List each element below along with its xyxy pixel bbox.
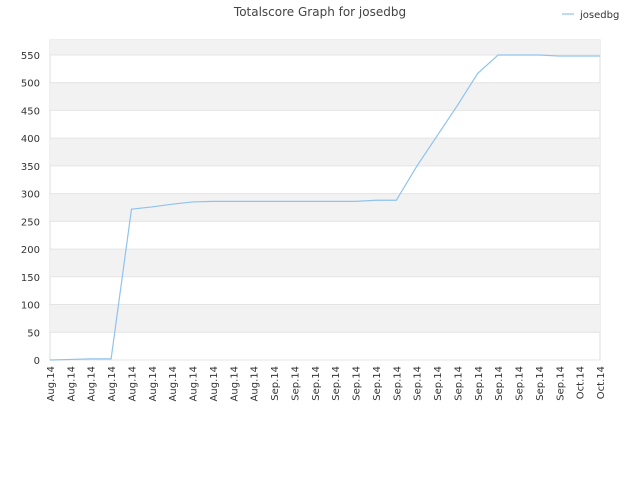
- x-tick-label: Sep.14: [311, 366, 322, 401]
- line-series: [49, 54, 600, 361]
- x-tick-label: Aug.14: [250, 366, 261, 401]
- y-tick-label: 550: [21, 51, 40, 62]
- x-tick-label: Sep.14: [555, 366, 566, 401]
- y-tick-label: 400: [21, 134, 40, 145]
- x-tick-label: Aug.14: [148, 366, 159, 401]
- grid-band: [50, 82, 600, 111]
- x-tick-label: Sep.14: [270, 366, 281, 401]
- legend-label: josedbg: [579, 10, 619, 21]
- x-tick-label: Aug.14: [107, 366, 118, 401]
- x-tick-label: Aug.14: [168, 366, 179, 401]
- grid-band: [50, 193, 600, 222]
- x-tick-label: Sep.14: [352, 366, 363, 401]
- grid-band: [50, 138, 600, 166]
- y-tick-label: 150: [21, 273, 40, 284]
- x-tick-label: Oct.14: [596, 366, 607, 399]
- y-tick-label: 300: [21, 190, 40, 201]
- grid-band: [50, 40, 600, 55]
- y-tick-label: 350: [21, 162, 40, 173]
- x-tick-label: Aug.14: [66, 366, 77, 401]
- y-tick-label: 250: [21, 217, 40, 228]
- x-tick-label: Oct.14: [576, 366, 587, 399]
- x-tick-label: Sep.14: [413, 366, 424, 401]
- grid-band: [50, 304, 600, 333]
- y-tick-label: 450: [21, 106, 40, 117]
- y-tick-label: 50: [27, 328, 40, 339]
- x-tick-label: Aug.14: [189, 366, 200, 401]
- x-tick-label: Aug.14: [229, 366, 240, 401]
- y-tick-label: 100: [21, 301, 40, 312]
- y-tick-label: 500: [21, 79, 40, 90]
- chart-title: Totalscore Graph for josedbg: [233, 5, 406, 19]
- x-tick-label: Sep.14: [290, 366, 301, 401]
- x-tick-label: Sep.14: [535, 366, 546, 401]
- x-tick-label: Aug.14: [127, 366, 138, 401]
- x-tick-label: Sep.14: [372, 366, 383, 401]
- x-tick-label: Aug.14: [87, 366, 98, 401]
- x-tick-label: Sep.14: [453, 366, 464, 401]
- x-tick-label: Sep.14: [515, 366, 526, 401]
- x-tick-label: Sep.14: [392, 366, 403, 401]
- x-tick-label: Sep.14: [331, 366, 342, 401]
- x-tick-label: Sep.14: [494, 366, 505, 401]
- x-tick-label: Aug.14: [46, 366, 57, 401]
- x-tick-label: Sep.14: [474, 366, 485, 401]
- x-tick-label: Aug.14: [209, 366, 220, 401]
- y-tick-label: 0: [34, 356, 40, 367]
- grid-band: [50, 249, 600, 277]
- x-tick-label: Sep.14: [433, 366, 444, 401]
- y-tick-label: 200: [21, 245, 40, 256]
